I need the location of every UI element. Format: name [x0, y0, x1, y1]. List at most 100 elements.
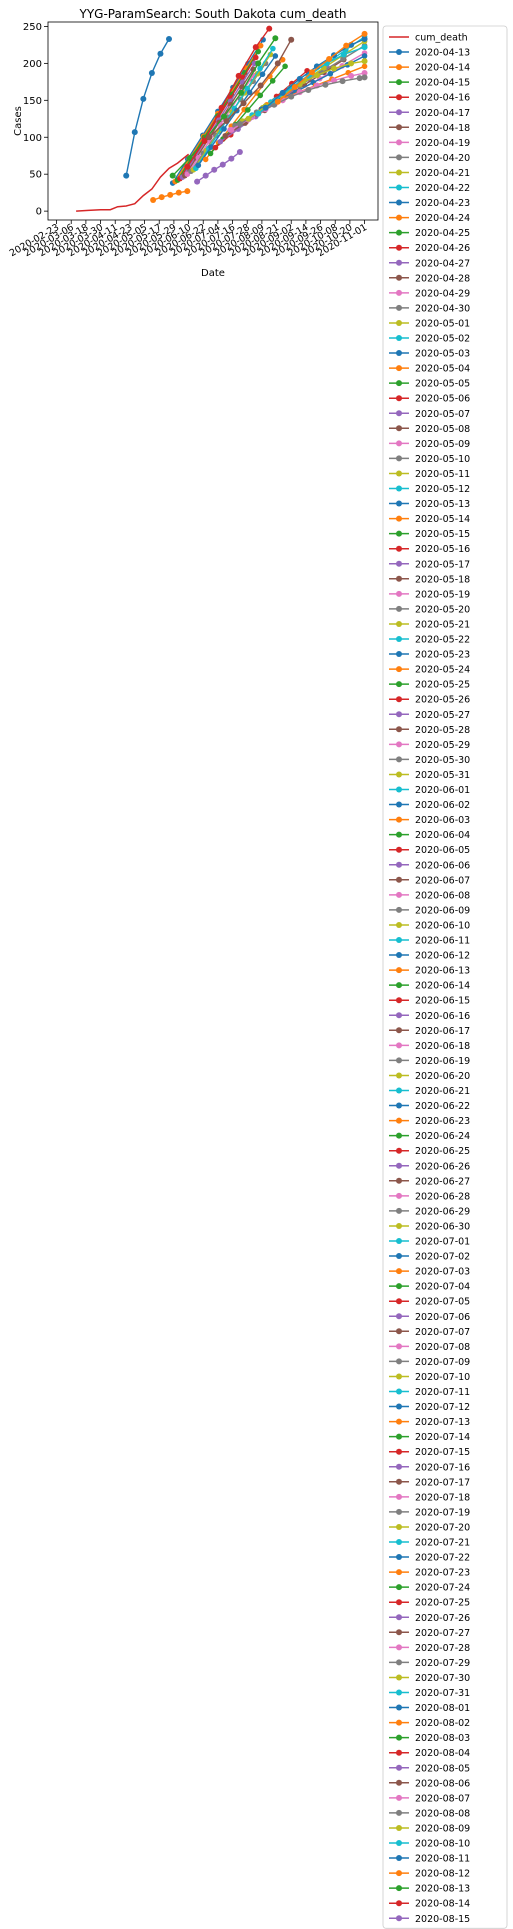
legend-marker — [396, 229, 402, 236]
legend-marker — [396, 1132, 402, 1139]
legend-marker — [396, 365, 402, 372]
forecast-band — [169, 33, 368, 186]
legend-entry: 2020-04-26 — [389, 243, 470, 254]
legend-label: 2020-04-29 — [415, 288, 470, 299]
legend-label: 2020-05-27 — [415, 710, 470, 721]
legend-label: 2020-06-18 — [415, 1041, 470, 1052]
legend-entry: 2020-07-21 — [389, 1538, 470, 1549]
legend-label: 2020-05-28 — [415, 725, 470, 736]
forecast-point — [211, 166, 218, 173]
legend-label: 2020-06-24 — [415, 1131, 470, 1142]
legend-entry: 2020-07-07 — [389, 1327, 470, 1338]
forecast-point — [223, 118, 230, 124]
observed-layer — [76, 153, 190, 212]
legend-label: 2020-07-31 — [415, 1688, 470, 1699]
legend-label: 2020-07-27 — [415, 1628, 470, 1639]
legend-label: 2020-06-09 — [415, 905, 470, 916]
legend-entry: 2020-06-26 — [389, 1161, 470, 1172]
legend-entry: 2020-07-16 — [389, 1462, 470, 1473]
forecast-point — [167, 191, 174, 198]
x-axis-label: Date — [201, 268, 225, 279]
legend-marker — [396, 741, 402, 748]
legend-label: 2020-07-15 — [415, 1447, 470, 1458]
legend-marker — [396, 1824, 402, 1831]
legend-entry: 2020-05-29 — [389, 740, 470, 751]
legend-entry: 2020-05-12 — [389, 484, 470, 495]
legend-entry: 2020-08-13 — [389, 1884, 470, 1895]
legend-entry: 2020-06-16 — [389, 1011, 470, 1022]
legend-entry: 2020-05-11 — [389, 469, 470, 480]
forecast-point — [228, 126, 235, 133]
legend-entry: 2020-07-27 — [389, 1628, 470, 1639]
legend-marker — [396, 1463, 402, 1470]
legend-entry: 2020-07-25 — [389, 1598, 470, 1609]
band-series-marker — [221, 126, 227, 132]
forecast-point — [361, 30, 368, 37]
legend-marker — [396, 575, 402, 582]
legend-label: 2020-05-07 — [415, 409, 470, 420]
legend-entry: 2020-05-23 — [389, 650, 470, 661]
legend-marker — [396, 1855, 402, 1862]
band-series-marker — [257, 65, 263, 72]
legend-marker — [396, 274, 402, 281]
legend-label: 2020-08-02 — [415, 1718, 470, 1729]
legend-label: 2020-04-26 — [415, 243, 470, 254]
legend-entry: 2020-07-03 — [389, 1267, 470, 1278]
legend-label: 2020-06-12 — [415, 951, 470, 962]
legend-marker — [396, 636, 402, 642]
legend-marker — [396, 380, 402, 387]
legend-label: 2020-06-04 — [415, 830, 470, 841]
band-series-marker — [222, 132, 229, 139]
legend-entry: 2020-05-06 — [389, 394, 470, 405]
legend-entry: 2020-07-11 — [389, 1387, 470, 1398]
legend-marker — [396, 1539, 402, 1545]
forecast-point — [361, 69, 368, 76]
band-series-marker — [267, 51, 274, 58]
legend-label: 2020-08-07 — [415, 1793, 470, 1804]
legend-entry: 2020-04-23 — [389, 198, 470, 209]
legend-entry: 2020-07-18 — [389, 1492, 470, 1503]
legend-entry: 2020-07-08 — [389, 1342, 470, 1353]
forecast-point — [291, 84, 298, 91]
legend-label: 2020-08-13 — [415, 1884, 470, 1895]
band-series-marker — [202, 156, 209, 163]
band-series-marker — [361, 63, 368, 70]
legend-marker — [396, 184, 402, 191]
legend-entry: 2020-04-16 — [389, 93, 470, 104]
legend-entry: 2020-06-29 — [389, 1206, 470, 1217]
legend-marker — [396, 1283, 402, 1290]
forecast-point — [202, 172, 209, 179]
legend-marker — [396, 1749, 402, 1756]
forecast-series — [169, 35, 279, 179]
legend-marker — [396, 1147, 402, 1154]
legend-marker — [396, 545, 402, 552]
legend-marker — [396, 304, 402, 311]
legend-entry: 2020-07-02 — [389, 1252, 470, 1263]
legend-label: 2020-05-15 — [415, 529, 470, 540]
legend-entry: 2020-08-15 — [389, 1914, 470, 1925]
forecast-point — [361, 35, 368, 42]
legend-entry: 2020-05-09 — [389, 439, 470, 450]
legend-entry: 2020-05-16 — [389, 544, 470, 555]
legend-label: 2020-07-11 — [415, 1387, 470, 1398]
legend-label: 2020-07-07 — [415, 1327, 470, 1338]
y-tick-label: 50 — [29, 170, 42, 181]
legend-entry: 2020-07-28 — [389, 1643, 470, 1654]
legend-marker — [396, 515, 402, 522]
legend-entry: 2020-06-15 — [389, 996, 470, 1007]
plot-frame — [47, 21, 379, 221]
legend-entry: 2020-04-25 — [389, 228, 470, 239]
band-series-marker — [217, 138, 224, 145]
legend-marker — [396, 350, 402, 357]
legend-marker — [396, 124, 402, 131]
legend-marker — [396, 1689, 402, 1696]
legend-entry: 2020-06-03 — [389, 815, 470, 826]
legend-label: 2020-05-19 — [415, 589, 470, 600]
legend-marker — [396, 455, 402, 462]
legend-marker — [396, 590, 402, 597]
legend-marker — [396, 937, 402, 943]
legend-label: 2020-06-21 — [415, 1086, 470, 1097]
legend-entry: 2020-07-19 — [389, 1507, 470, 1518]
legend-entry: 2020-07-01 — [389, 1237, 470, 1248]
